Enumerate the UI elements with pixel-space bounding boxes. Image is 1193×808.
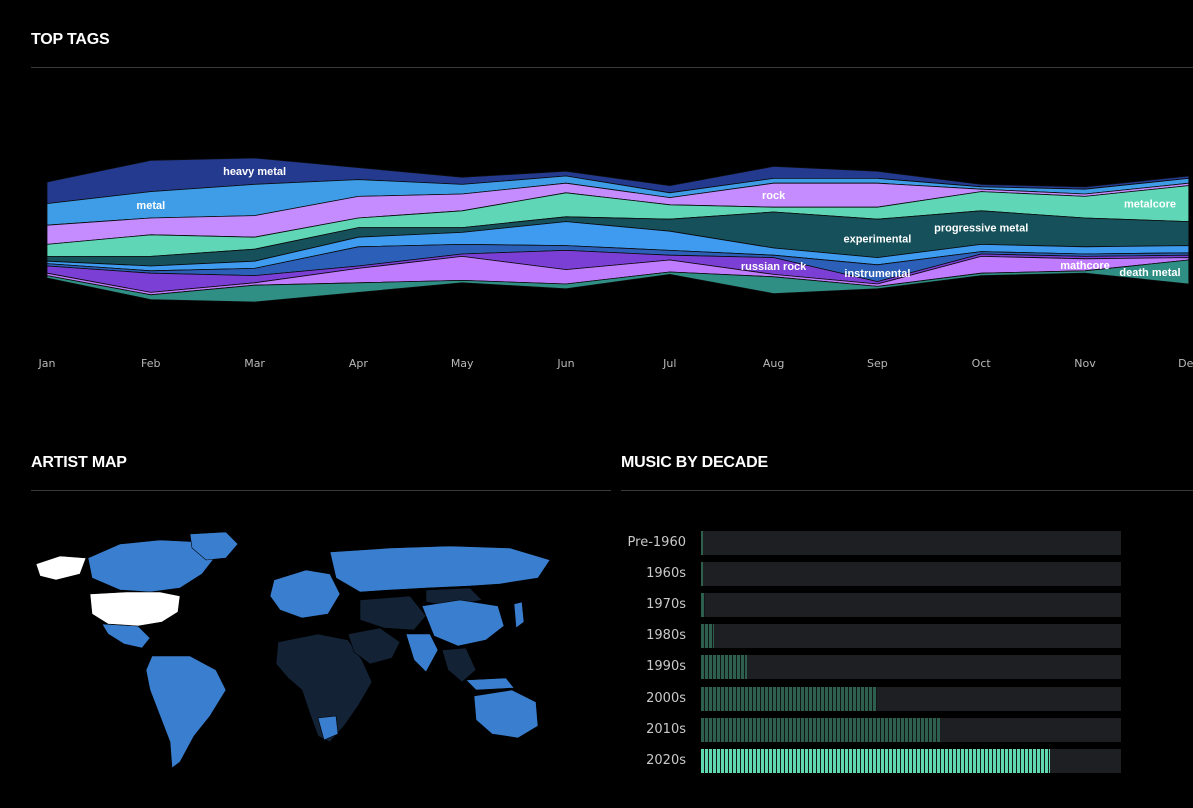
decade-label: 2010s	[646, 721, 686, 737]
decade-label: 1960s	[646, 566, 686, 582]
europe-region[interactable]	[269, 569, 341, 619]
decade-bar-track	[701, 686, 1121, 711]
decade-label: Pre-1960	[627, 535, 686, 550]
decade-bar[interactable]	[701, 593, 706, 618]
stream-label: metalcore	[1124, 199, 1176, 211]
south-africa-region[interactable]	[317, 715, 339, 741]
canada-region[interactable]	[87, 539, 217, 593]
russia-region[interactable]	[329, 545, 551, 593]
decade-bar[interactable]	[701, 531, 704, 555]
x-tick-label: Apr	[349, 357, 369, 370]
decade-row: 1960s	[621, 562, 1121, 587]
decade-bar[interactable]	[701, 717, 941, 742]
top-tags-streamgraph: metal heavy metal rock metalcore experimenta…	[38, 157, 1193, 370]
mexico-region[interactable]	[101, 623, 151, 649]
x-tick-label: Mar	[244, 357, 265, 370]
decade-bar-track	[701, 748, 1121, 773]
decade-bar-track	[701, 624, 1121, 649]
india-region[interactable]	[405, 633, 439, 673]
decade-label: 2020s	[646, 752, 686, 768]
x-tick-label: Jun	[556, 357, 574, 370]
decade-row: 1980s	[621, 624, 1121, 649]
x-tick-label: May	[451, 357, 474, 370]
greenland-region[interactable]	[189, 531, 239, 561]
x-tick-label: Dec	[1178, 357, 1193, 370]
x-tick-label: Aug	[763, 357, 784, 370]
central-asia-region[interactable]	[359, 595, 427, 631]
x-tick-label: Feb	[141, 357, 160, 370]
music-by-decade-chart: Pre-1960 1960s 1970s 1980s 1990s 2000s 2010s 20…	[621, 525, 1193, 785]
stream-label: russian rock	[741, 261, 807, 273]
top-tags-title: TOP TAGS	[31, 31, 110, 48]
stream-label: death metal	[1119, 267, 1180, 279]
stream-label: metal	[136, 200, 165, 212]
japan-region[interactable]	[513, 601, 525, 629]
decade-row: Pre-1960	[621, 531, 1121, 555]
artist-map-title: ARTIST MAP	[31, 454, 127, 471]
usa-region[interactable]	[89, 591, 181, 627]
decade-bar[interactable]	[701, 748, 1050, 773]
top-tags-divider	[31, 67, 1193, 68]
x-tick-label: Jul	[662, 357, 676, 370]
decade-bar[interactable]	[701, 655, 748, 680]
decade-label: 1980s	[646, 628, 686, 644]
australia-region[interactable]	[473, 689, 539, 739]
china-region[interactable]	[421, 599, 505, 647]
artist-world-map[interactable]	[30, 530, 590, 775]
southeast-asia-region[interactable]	[441, 647, 477, 683]
x-tick-label: Nov	[1074, 357, 1096, 370]
x-tick-label: Oct	[972, 357, 992, 370]
x-tick-label: Jan	[38, 357, 56, 370]
stream-label: progressive metal	[934, 223, 1028, 235]
indonesia-region[interactable]	[465, 677, 515, 691]
alaska-region[interactable]	[35, 555, 87, 581]
decade-row: 2020s	[621, 748, 1121, 773]
stream-label: heavy metal	[223, 166, 286, 178]
music-by-decade-title: MUSIC BY DECADE	[621, 454, 768, 471]
decade-bar-track	[701, 562, 1121, 587]
x-tick-label: Sep	[867, 357, 888, 370]
artist-map-divider	[31, 490, 611, 491]
stream-label: rock	[762, 190, 786, 202]
decade-row: 2010s	[621, 717, 1121, 742]
middle-east-region[interactable]	[347, 627, 401, 665]
stream-label: mathcore	[1060, 260, 1110, 272]
stream-layer-death-metal[interactable]	[46, 259, 1190, 303]
south-america-region[interactable]	[145, 655, 227, 769]
decade-bar-track	[701, 531, 1121, 555]
decade-bar-track	[701, 655, 1121, 680]
decade-bar-track	[701, 717, 1121, 742]
decade-bar[interactable]	[701, 624, 714, 649]
music-by-decade-divider	[621, 490, 1193, 491]
decade-bar[interactable]	[701, 562, 704, 587]
decade-bar[interactable]	[701, 686, 878, 711]
decade-row: 1970s	[621, 593, 1121, 618]
decade-row: 2000s	[621, 686, 1121, 711]
decade-bar-track	[701, 593, 1121, 618]
decade-row: 1990s	[621, 655, 1121, 680]
stream-label: experimental	[843, 233, 911, 245]
decade-label: 1970s	[646, 597, 686, 613]
stream-label: instrumental	[844, 268, 910, 280]
decade-label: 1990s	[646, 659, 686, 675]
decade-label: 2000s	[646, 690, 686, 706]
